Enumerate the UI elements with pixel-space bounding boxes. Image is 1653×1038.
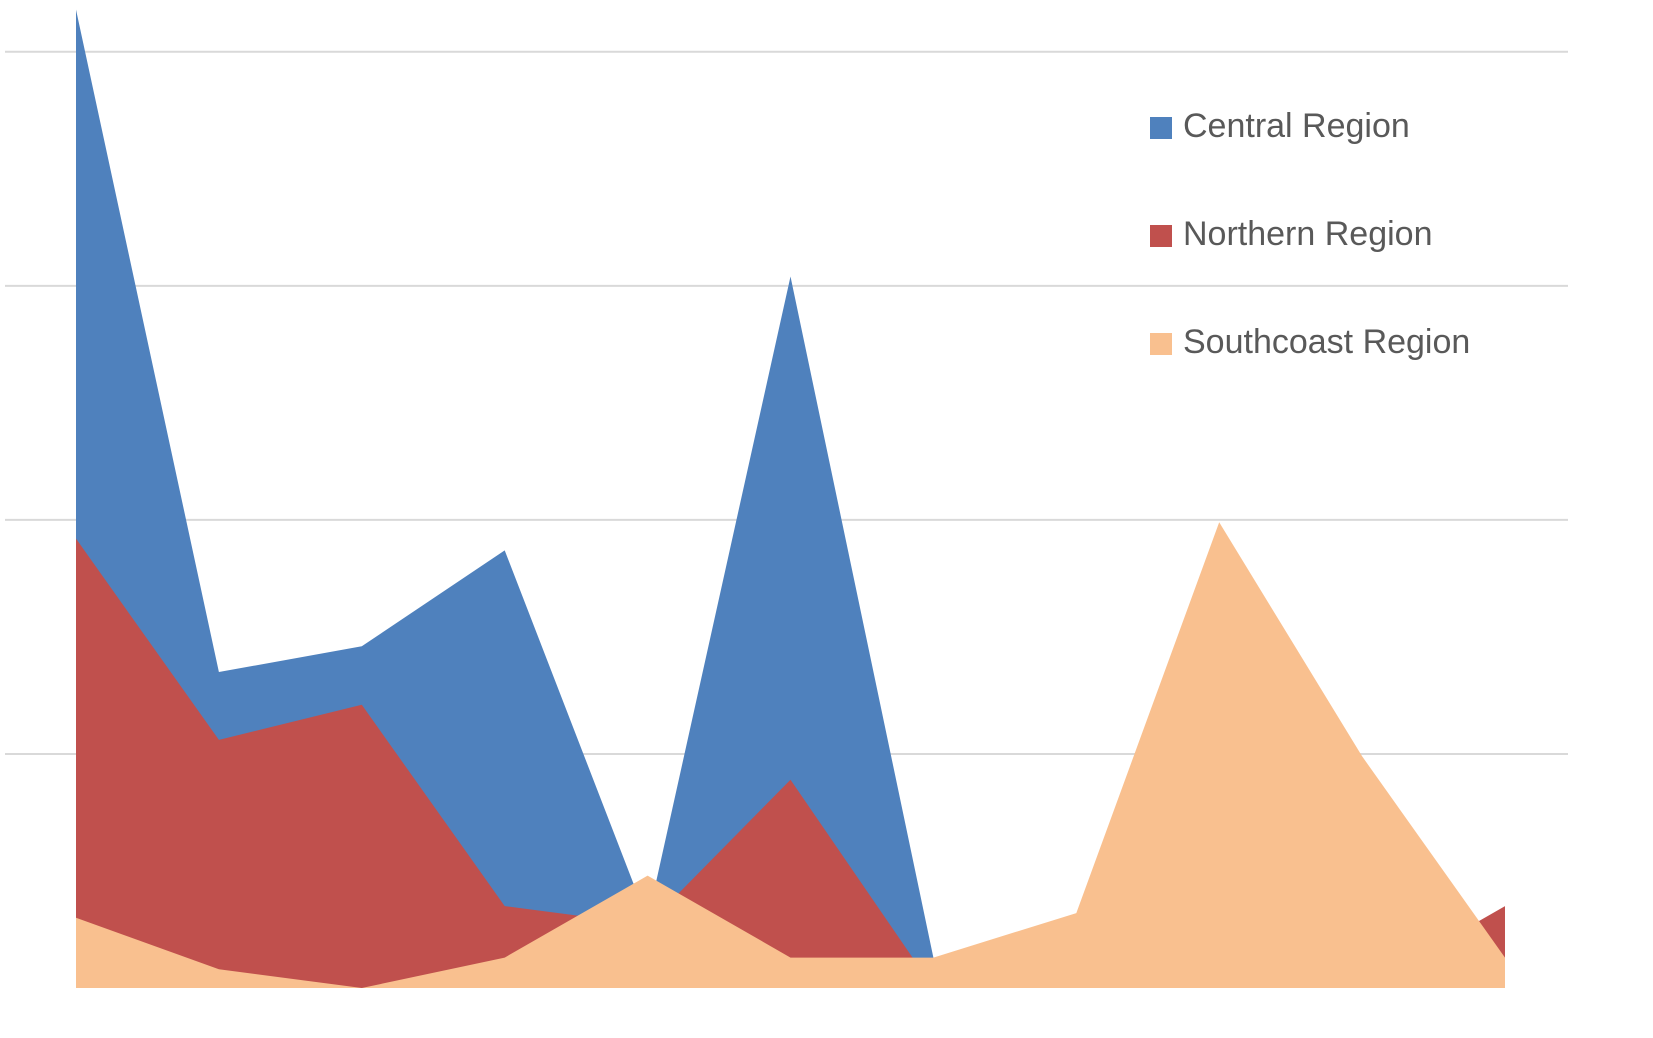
legend-label: Northern Region bbox=[1183, 215, 1432, 253]
area bbox=[76, 9, 1505, 988]
legend-swatch bbox=[1150, 225, 1172, 247]
legend-swatch bbox=[1150, 117, 1172, 139]
legend-label: Southcoast Region bbox=[1183, 323, 1470, 361]
area bbox=[76, 522, 1505, 988]
legend-swatch bbox=[1150, 333, 1172, 355]
legend-label: Central Region bbox=[1183, 107, 1410, 145]
area bbox=[76, 538, 1505, 988]
